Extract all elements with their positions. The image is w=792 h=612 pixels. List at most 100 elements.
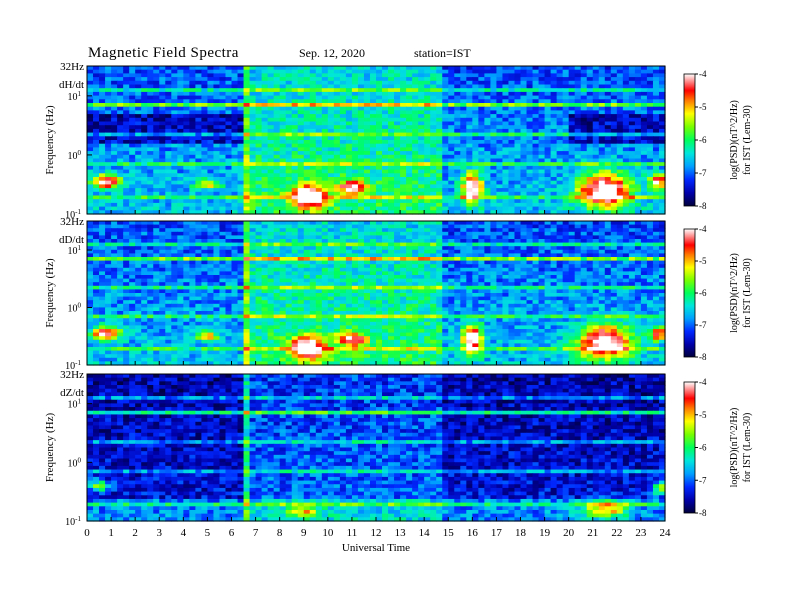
spectrogram-cell [339,231,347,236]
spectrogram-cell [105,147,112,152]
spectrogram-cell [285,66,293,71]
spectrogram-cell [327,221,335,226]
spectrogram-cell [363,228,371,233]
spectrogram-cell [303,158,311,163]
spectrogram-cell [616,173,624,178]
spectrogram-cell [550,184,558,189]
spectrogram-cell [225,231,233,236]
spectrogram-cell [394,210,401,215]
spectrogram-cell [376,132,383,137]
spectrogram-cell [201,158,209,163]
spectrogram-cell [394,165,401,171]
spectrogram-cell [99,91,106,97]
spectrogram-cell [159,239,166,244]
spectrogram-cell [279,136,287,141]
spectrogram-cell [147,169,154,174]
spectrogram-cell [159,231,166,236]
spectrogram-cell [129,80,136,86]
spectrogram-cell [556,199,564,204]
spectrogram-cell [285,249,293,254]
spectrogram-cell [117,188,124,193]
spectrogram-cell [87,84,94,89]
spectrogram-cell [351,210,359,215]
spectrogram-cell [345,224,353,229]
spectrogram-cell [526,188,534,193]
spectrogram-cell [315,117,323,123]
spectrogram-cell [472,158,479,163]
spectrogram-cell [237,210,245,215]
spectrogram-cell [520,91,528,97]
spectrogram-cell [171,106,178,111]
spectrogram-cell [562,239,570,244]
spectrogram-cell [562,195,570,200]
spectrogram-cell [123,235,130,240]
spectrogram-cell [496,246,504,251]
spectrogram-cell [87,110,94,115]
spectrogram-cell [165,177,172,182]
spectrogram-cell [628,158,636,163]
spectrogram-cell [357,253,365,258]
spectrogram-cell [628,114,636,119]
spectrogram-cell [321,228,329,233]
spectrogram-cell [147,73,154,78]
spectrogram-cell [502,224,510,229]
spectrogram-cell [357,221,365,226]
spectrogram-cell [466,154,473,160]
spectrogram-cell [550,110,558,115]
spectrogram-cell [604,117,612,123]
spectrogram-cell [327,147,335,152]
spectrogram-cell [135,99,142,104]
spectrogram-cell [177,162,184,167]
spectrogram-cell [273,177,281,182]
spectrogram-cell [658,106,666,111]
spectrogram-cell [574,235,582,240]
spectrogram-cell [321,165,329,171]
spectrogram-cell [237,110,245,115]
spectrogram-cell [111,88,118,93]
spectrogram-cell [544,235,552,240]
spectrogram-cell [99,106,106,111]
spectrogram-cell [363,210,371,215]
spectrogram-cell [129,191,136,197]
spectrogram-cell [460,77,467,82]
spectrogram-cell [261,191,269,197]
spectrogram-cell [496,128,504,134]
spectrogram-cell [538,231,546,236]
spectrogram-cell [574,195,582,200]
spectrogram-cell [243,106,251,111]
spectrogram-cell [520,106,528,111]
spectrogram-cell [580,140,588,145]
spectrogram-cell [207,66,215,71]
spectrogram-cell [231,199,239,204]
spectrogram-cell [333,88,341,93]
spectrogram-cell [394,103,401,108]
spectrogram-cell [369,121,377,126]
spectrogram-cell [153,202,160,208]
spectrogram-cell [394,147,401,152]
spectrogram-cell [538,224,546,229]
spectrogram-cell [442,165,449,171]
spectrogram-cell [225,99,233,104]
spectrogram-cell [430,128,437,134]
spectrogram-cell [339,84,347,89]
spectrogram-cell [640,239,648,244]
spectrogram-cell [297,151,305,156]
spectrogram-cell [616,165,624,171]
spectrogram-cell [141,151,148,156]
spectrogram-cell [658,162,666,167]
spectrogram-cell [538,239,546,244]
spectrogram-cell [357,165,365,171]
spectrogram-cell [412,114,419,119]
spectrogram-cell [243,162,251,167]
spectrogram-cell [261,103,269,108]
spectrogram-cell [153,140,160,145]
spectrogram-cell [622,239,630,244]
spectrogram-cell [351,106,359,111]
spectrogram-cell [562,210,570,215]
spectrogram-cell [141,99,148,104]
spectrogram-cell [363,110,371,115]
spectrogram-cell [111,260,118,265]
spectrogram-cell [442,84,449,89]
spectrogram-cell [219,95,227,100]
spectrogram-cell [87,66,94,71]
